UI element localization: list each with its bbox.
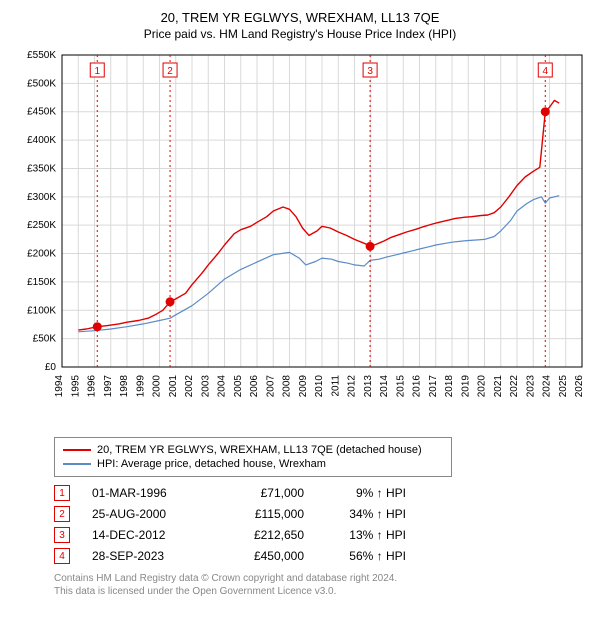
svg-text:£0: £0: [45, 362, 57, 373]
svg-text:1997: 1997: [103, 375, 114, 398]
event-price: £450,000: [224, 549, 304, 563]
svg-text:1995: 1995: [70, 375, 81, 398]
event-marker: 2: [54, 506, 70, 522]
event-date: 25-AUG-2000: [92, 507, 202, 521]
svg-text:2024: 2024: [542, 375, 553, 398]
chart-svg: £0 £50K £100K £150K £200K £250K £300K £350K £400…: [12, 49, 588, 429]
svg-text:2: 2: [167, 66, 173, 77]
svg-text:1: 1: [94, 66, 100, 77]
svg-text:2000: 2000: [152, 375, 163, 398]
event-marker: 1: [54, 485, 70, 501]
svg-text:£500K: £500K: [27, 78, 56, 89]
event-date: 01-MAR-1996: [92, 486, 202, 500]
legend-swatch: [63, 463, 91, 465]
legend-row: 20, TREM YR EGLWYS, WREXHAM, LL13 7QE (d…: [63, 444, 443, 456]
svg-text:2004: 2004: [217, 375, 228, 398]
legend-label: 20, TREM YR EGLWYS, WREXHAM, LL13 7QE (d…: [97, 444, 422, 456]
svg-text:4: 4: [542, 66, 548, 77]
svg-text:2002: 2002: [184, 375, 195, 398]
event-row: 1 01-MAR-1996 £71,000 9% ↑ HPI: [54, 485, 588, 501]
chart-plot: £0 £50K £100K £150K £200K £250K £300K £350K £400…: [12, 49, 588, 429]
svg-text:1998: 1998: [119, 375, 130, 398]
event-date: 28-SEP-2023: [92, 549, 202, 563]
svg-text:£50K: £50K: [33, 334, 57, 345]
svg-text:2005: 2005: [233, 375, 244, 398]
svg-text:2013: 2013: [363, 375, 374, 398]
svg-text:3: 3: [367, 66, 373, 77]
chart-subtitle: Price paid vs. HM Land Registry's House …: [12, 27, 588, 41]
svg-text:2007: 2007: [265, 375, 276, 398]
event-marker: 3: [54, 527, 70, 543]
svg-text:2008: 2008: [282, 375, 293, 398]
svg-text:2021: 2021: [493, 375, 504, 398]
svg-text:1996: 1996: [87, 375, 98, 398]
svg-text:2022: 2022: [509, 375, 520, 398]
legend-box: 20, TREM YR EGLWYS, WREXHAM, LL13 7QE (d…: [54, 437, 452, 477]
svg-text:2026: 2026: [574, 375, 585, 398]
svg-text:2015: 2015: [395, 375, 406, 398]
legend-swatch: [63, 449, 91, 451]
event-date: 14-DEC-2012: [92, 528, 202, 542]
event-price: £71,000: [224, 486, 304, 500]
svg-text:2016: 2016: [412, 375, 423, 398]
svg-text:£300K: £300K: [27, 192, 56, 203]
svg-text:2019: 2019: [460, 375, 471, 398]
svg-text:2020: 2020: [477, 375, 488, 398]
svg-text:2025: 2025: [558, 375, 569, 398]
svg-text:2003: 2003: [200, 375, 211, 398]
svg-text:£450K: £450K: [27, 107, 56, 118]
svg-text:1999: 1999: [135, 375, 146, 398]
svg-text:£400K: £400K: [27, 135, 56, 146]
svg-text:£150K: £150K: [27, 277, 56, 288]
events-table: 1 01-MAR-1996 £71,000 9% ↑ HPI 2 25-AUG-2000 £…: [54, 485, 588, 564]
event-price: £212,650: [224, 528, 304, 542]
event-price: £115,000: [224, 507, 304, 521]
event-row: 4 28-SEP-2023 £450,000 56% ↑ HPI: [54, 548, 588, 564]
svg-text:2014: 2014: [379, 375, 390, 398]
svg-text:£250K: £250K: [27, 220, 56, 231]
svg-text:2023: 2023: [525, 375, 536, 398]
footer-attribution: Contains HM Land Registry data © Crown c…: [54, 572, 588, 598]
legend-label: HPI: Average price, detached house, Wrex…: [97, 458, 326, 470]
svg-text:2018: 2018: [444, 375, 455, 398]
footer-line-2: This data is licensed under the Open Gov…: [54, 585, 588, 598]
event-delta: 13% ↑ HPI: [326, 528, 406, 542]
svg-text:2010: 2010: [314, 375, 325, 398]
svg-text:£350K: £350K: [27, 163, 56, 174]
chart-container: 20, TREM YR EGLWYS, WREXHAM, LL13 7QE Pr…: [0, 0, 600, 608]
svg-text:2001: 2001: [168, 375, 179, 398]
svg-text:2009: 2009: [298, 375, 309, 398]
svg-text:£100K: £100K: [27, 305, 56, 316]
svg-text:2017: 2017: [428, 375, 439, 398]
svg-text:2011: 2011: [330, 375, 341, 397]
chart-title: 20, TREM YR EGLWYS, WREXHAM, LL13 7QE: [12, 10, 588, 25]
svg-text:£200K: £200K: [27, 249, 56, 260]
event-delta: 9% ↑ HPI: [326, 486, 406, 500]
svg-text:1994: 1994: [54, 375, 65, 398]
event-delta: 34% ↑ HPI: [326, 507, 406, 521]
event-marker: 4: [54, 548, 70, 564]
event-row: 3 14-DEC-2012 £212,650 13% ↑ HPI: [54, 527, 588, 543]
event-delta: 56% ↑ HPI: [326, 549, 406, 563]
svg-text:2006: 2006: [249, 375, 260, 398]
footer-line-1: Contains HM Land Registry data © Crown c…: [54, 572, 588, 585]
svg-text:2012: 2012: [347, 375, 358, 398]
event-row: 2 25-AUG-2000 £115,000 34% ↑ HPI: [54, 506, 588, 522]
svg-text:£550K: £550K: [27, 50, 56, 61]
legend-row: HPI: Average price, detached house, Wrex…: [63, 458, 443, 470]
